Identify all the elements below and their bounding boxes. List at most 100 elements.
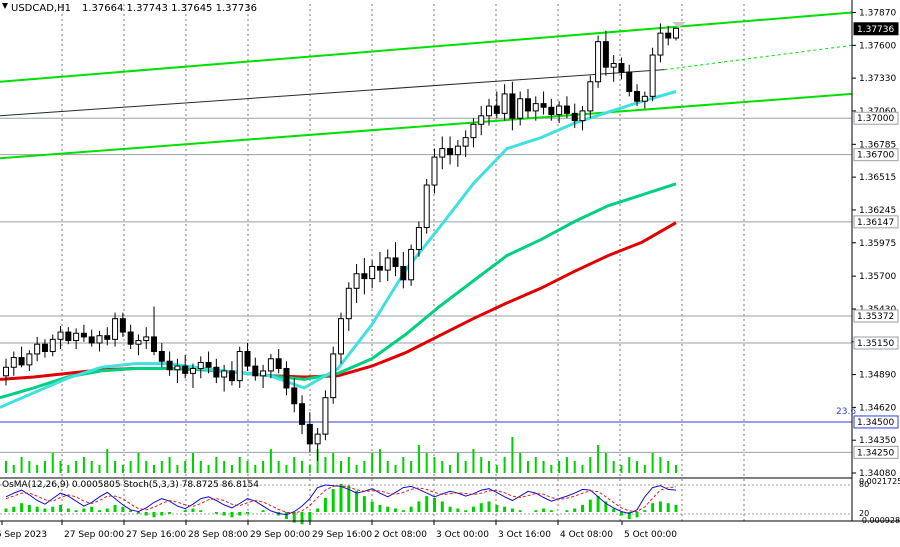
candle-body — [213, 366, 220, 378]
volume-bar — [340, 461, 342, 473]
y-tick-label: 1.37870 — [859, 9, 896, 19]
volume-bar — [480, 457, 483, 473]
price-tag-box — [853, 111, 899, 125]
volume-bar — [558, 461, 561, 473]
volume-bar — [254, 465, 257, 473]
x-tick-label: 3 Oct 00:00 — [436, 530, 489, 540]
candle-body — [205, 361, 212, 368]
osma-bar — [246, 512, 250, 514]
candle-body — [119, 318, 126, 333]
stoch-main-line — [5, 484, 677, 516]
candle-body — [267, 358, 274, 372]
osma-bar — [440, 501, 444, 512]
osma-bar — [12, 506, 16, 512]
osma-bar — [627, 512, 631, 520]
candle-body — [392, 257, 399, 267]
candle-body — [41, 343, 48, 352]
price-lines — [0, 117, 852, 453]
volume-bar — [121, 465, 124, 473]
volume-bar — [293, 457, 296, 473]
osma-bar — [230, 512, 234, 518]
volume-bar — [643, 465, 646, 473]
y-tick-label: 1.36515 — [859, 173, 896, 183]
price-tag-label: 1.37000 — [857, 114, 894, 124]
y-tick-label: 1.34890 — [859, 371, 896, 381]
price-tag-label: 1.35372 — [857, 312, 894, 322]
osma-bar — [362, 496, 366, 512]
volume-bar — [581, 465, 584, 473]
osma-bar — [573, 508, 577, 512]
volume-bar — [542, 461, 545, 473]
price-tag-box — [853, 22, 899, 36]
candles — [3, 23, 679, 461]
osma-bar — [565, 510, 569, 512]
osma-bar — [292, 512, 296, 523]
osma-bar — [658, 501, 662, 512]
osma-bar — [35, 506, 39, 512]
osma-bar — [503, 506, 507, 512]
volume-bar — [67, 465, 70, 473]
volume-bar — [36, 465, 39, 473]
osma-bar — [588, 499, 592, 512]
candle-body — [400, 265, 407, 281]
osma-bar — [20, 503, 24, 512]
osma-bar — [183, 510, 187, 512]
candle-body — [649, 54, 656, 97]
osma-bar — [596, 496, 600, 512]
candle-body — [431, 156, 438, 186]
osma-bar — [144, 512, 148, 516]
candle-body — [571, 112, 578, 122]
price-tag-box — [853, 445, 899, 459]
volume-bar — [246, 461, 249, 473]
osma-bar — [59, 504, 63, 512]
candle-body — [158, 350, 165, 362]
candle-body — [486, 105, 493, 117]
price-tag-label: 1.34500 — [857, 418, 894, 428]
osma-bar — [432, 497, 436, 512]
volume-bar — [59, 461, 62, 473]
candle-body — [563, 105, 570, 114]
ema-slow-line — [0, 221, 677, 381]
candle-body — [73, 332, 80, 342]
candle-body — [260, 370, 267, 377]
osma-bar — [464, 510, 468, 512]
candle-body — [556, 105, 563, 116]
osma-bar — [90, 506, 94, 512]
osma-bar — [604, 501, 608, 512]
osma-bar — [308, 512, 312, 521]
volume-bar — [308, 465, 311, 473]
fib-level-label: 23.6 — [836, 407, 856, 417]
volume-bar — [597, 445, 600, 473]
volume-bar — [526, 461, 529, 473]
price-tag-label: 1.37736 — [857, 25, 894, 35]
candle-body — [408, 248, 415, 281]
osma-bar — [643, 510, 647, 512]
candle-body — [143, 336, 150, 342]
osma-bar — [222, 512, 226, 516]
candle-body — [376, 265, 383, 271]
osma-bar — [300, 512, 304, 525]
candle-body — [657, 32, 664, 56]
candle-body — [228, 370, 235, 382]
symbol-arrow-icon — [2, 3, 8, 9]
volume-bar — [589, 457, 592, 473]
candle-body — [49, 338, 56, 352]
candle-body — [532, 103, 539, 112]
osma-bar — [113, 504, 117, 512]
price-tag-label: 1.36147 — [857, 218, 894, 228]
osma-bar — [674, 504, 678, 512]
x-tick-label: 29 Sep 00:00 — [250, 530, 310, 540]
volume-bar — [75, 461, 78, 473]
trend-channel — [0, 11, 853, 160]
candle-body — [197, 361, 204, 370]
volume-bar — [464, 461, 467, 473]
oscillator-label: OsMA(12,26,9) 0.0005805 Stoch(5,3,3) 78.… — [2, 480, 259, 490]
shift-marker-icon — [672, 22, 686, 28]
volume-bar — [417, 445, 420, 473]
moving-averages — [0, 90, 677, 409]
osma-bar — [323, 497, 327, 512]
symbol-label: USDCAD,H1 — [11, 3, 71, 14]
candle-body — [275, 358, 282, 370]
candle-body — [610, 63, 617, 68]
osma-bar — [168, 512, 172, 514]
